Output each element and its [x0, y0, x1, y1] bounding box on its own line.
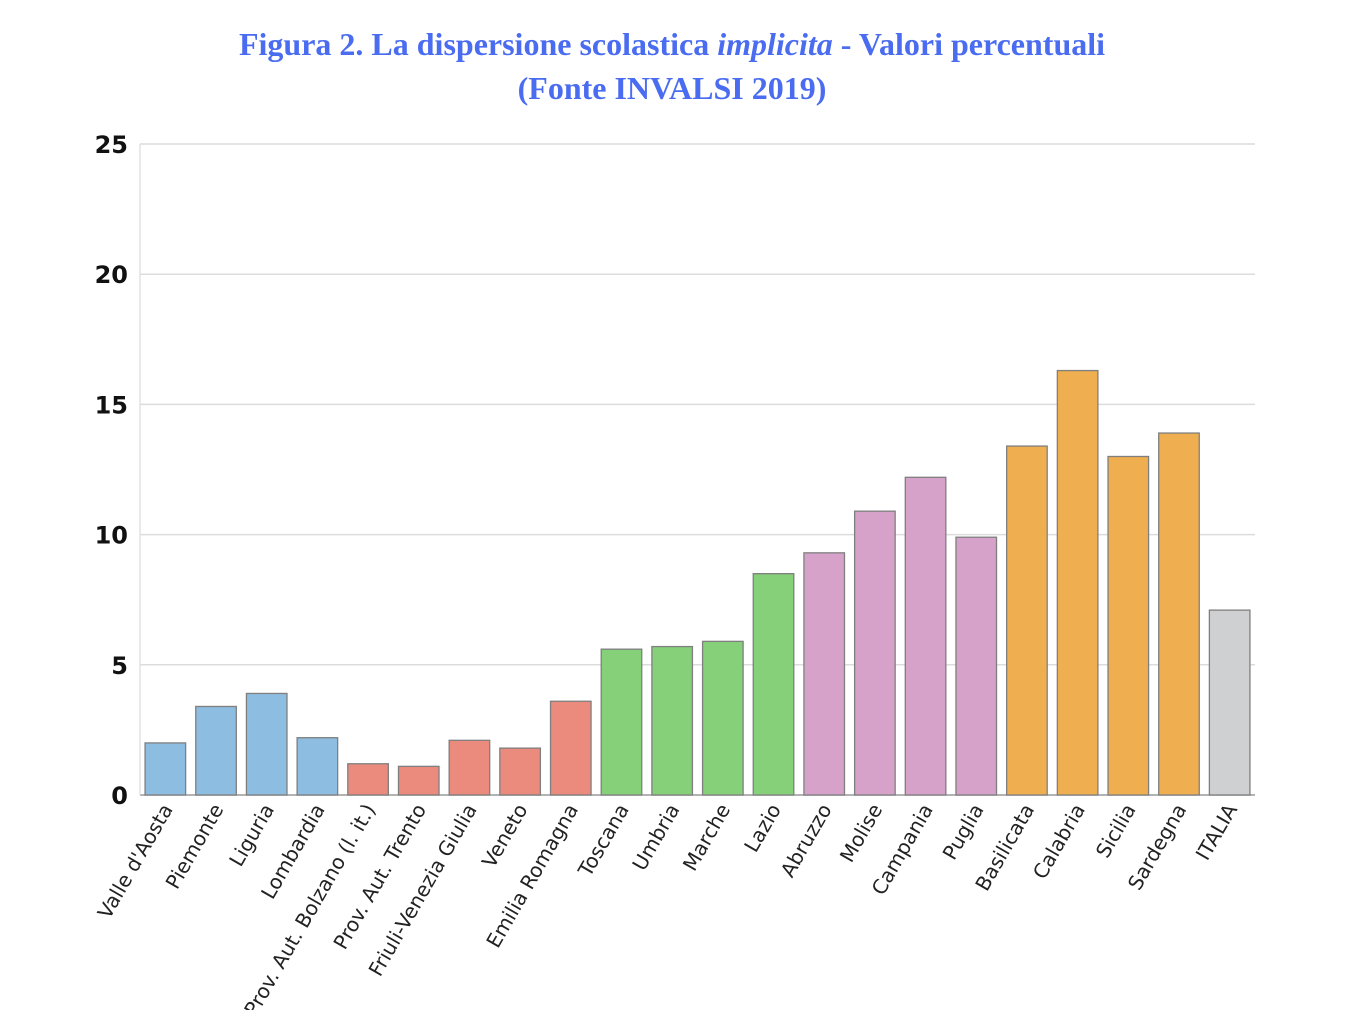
- bar: [752, 573, 795, 796]
- bar: [651, 645, 694, 796]
- y-tick-label: 5: [111, 652, 128, 680]
- bar: [853, 510, 896, 796]
- x-axis-labels: Valle d'AostaPiemonteLiguriaLombardiaPro…: [93, 799, 1242, 1010]
- y-tick-label: 15: [95, 391, 128, 419]
- y-tick-label: 20: [95, 261, 128, 289]
- bar: [296, 737, 339, 796]
- y-axis: 0 5 10 15 20 25: [95, 131, 141, 810]
- x-tick-label: Lazio: [739, 800, 786, 857]
- bar: [600, 648, 643, 796]
- bar: [549, 700, 592, 796]
- x-tick-label: Valle d'Aosta: [93, 800, 178, 923]
- x-tick-label: Liguria: [224, 800, 279, 871]
- bars: [144, 369, 1251, 796]
- bar: [955, 536, 998, 796]
- chart-title: Figura 2. La dispersione scolastica impl…: [0, 22, 1344, 110]
- y-tick-label: 0: [111, 782, 128, 810]
- y-tick-label: 10: [95, 522, 128, 550]
- bar: [904, 476, 947, 796]
- bar: [245, 692, 288, 796]
- bar: [499, 747, 542, 796]
- x-tick-label: Puglia: [938, 800, 989, 864]
- bar: [195, 705, 237, 796]
- chart-title-emphasis: implicita: [717, 26, 833, 62]
- bar: [347, 763, 389, 796]
- bar: [1056, 369, 1099, 796]
- bar: [144, 742, 187, 796]
- x-tick-label: Molise: [835, 800, 887, 867]
- bar: [701, 640, 744, 796]
- x-tick-label: Marche: [678, 800, 735, 875]
- bar: [1006, 445, 1048, 796]
- bar: [1208, 609, 1251, 796]
- chart-title-source: (Fonte INVALSI 2019): [517, 70, 827, 106]
- bar: [1107, 455, 1150, 796]
- chart-title-suffix: - Valori percentuali: [832, 26, 1106, 62]
- x-tick-label: Umbria: [627, 800, 684, 875]
- chart-title-prefix: Figura 2. La dispersione scolastica: [238, 26, 718, 62]
- bar: [1158, 432, 1200, 796]
- x-tick-label: Emilia Romagna: [481, 800, 583, 952]
- x-tick-label: ITALIA: [1191, 799, 1242, 864]
- y-tick-label: 25: [95, 131, 128, 159]
- bar: [448, 739, 491, 796]
- chart-title-line-1: Figura 2. La dispersione scolastica impl…: [0, 22, 1344, 66]
- bar: [397, 765, 440, 796]
- bar: [803, 552, 846, 796]
- x-tick-label: Veneto: [477, 800, 533, 872]
- x-tick-label: Sicilia: [1091, 800, 1141, 862]
